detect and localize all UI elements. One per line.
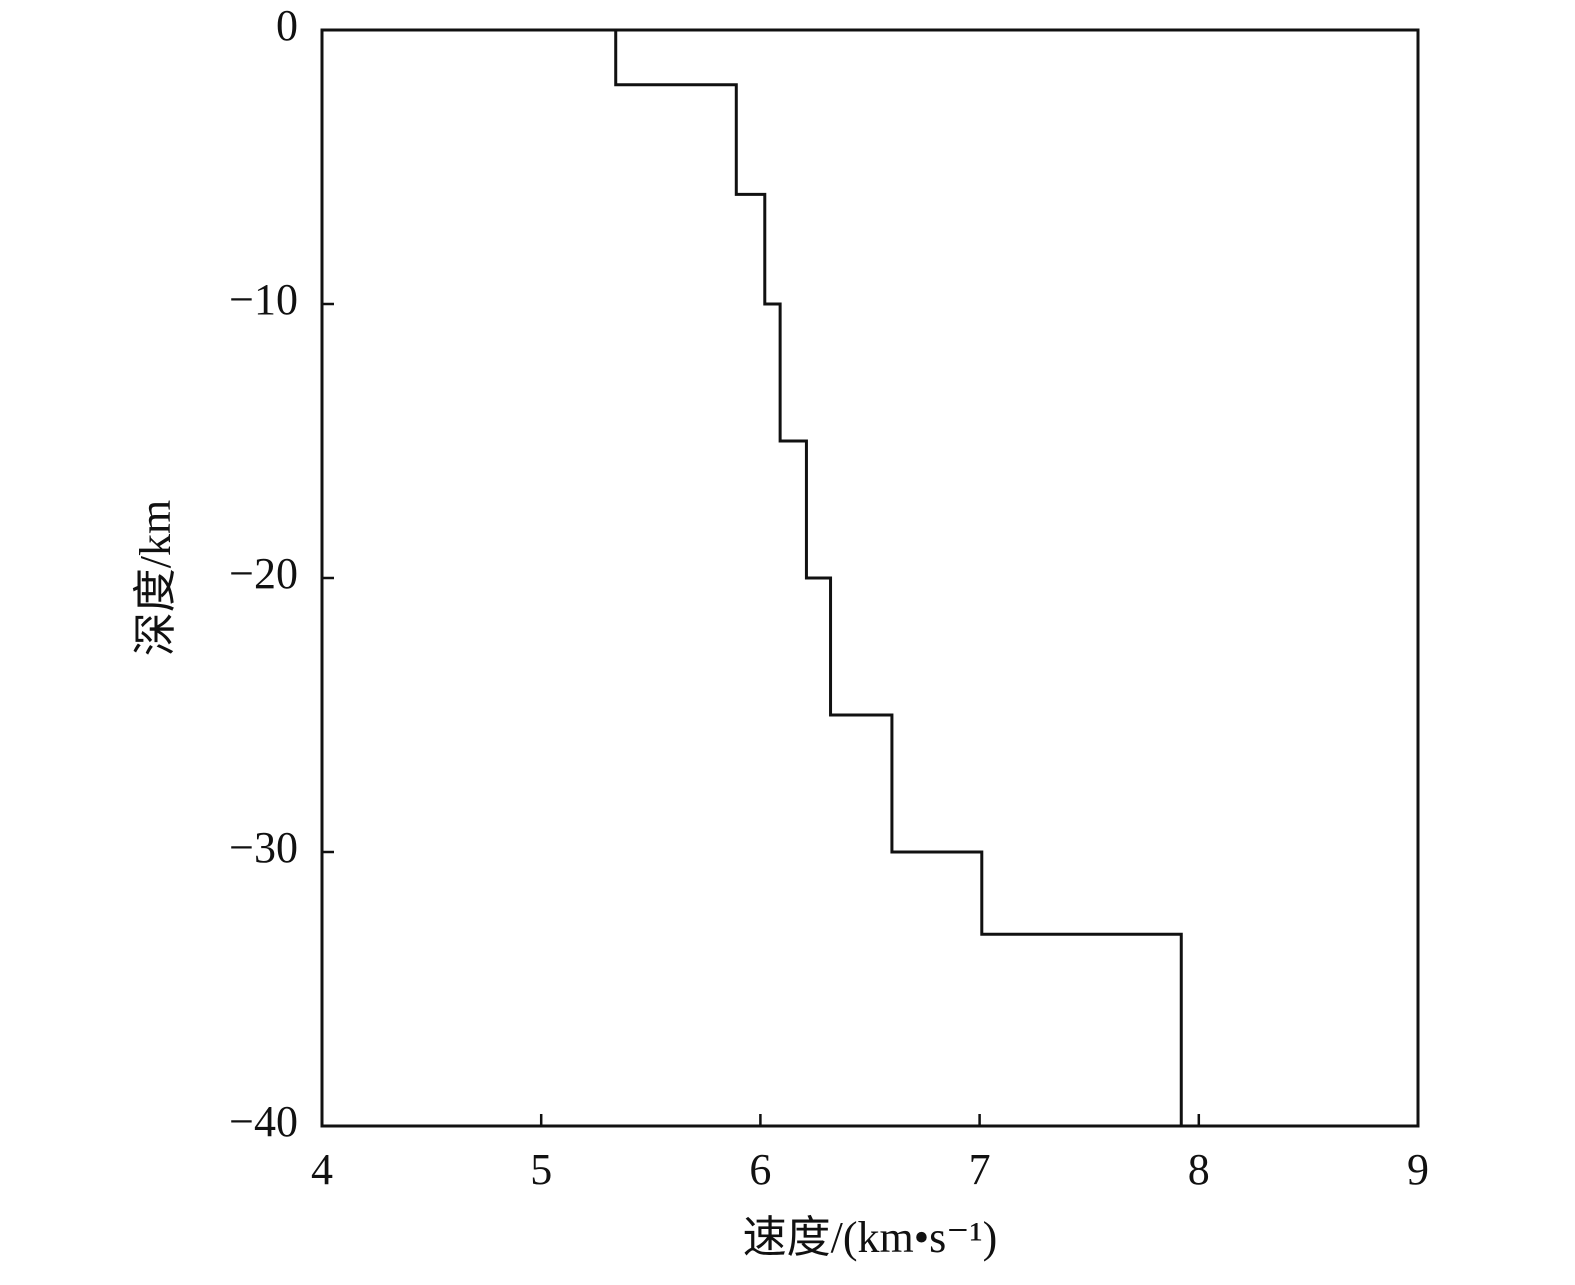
- x-tick-label: 8: [1188, 1145, 1210, 1194]
- x-tick-label: 5: [530, 1145, 552, 1194]
- y-tick-label: 0: [276, 1, 298, 50]
- y-tick-label: −10: [229, 275, 298, 324]
- velocity-profile: [614, 30, 1183, 1126]
- x-tick-label: 9: [1407, 1145, 1429, 1194]
- x-tick-label: 6: [749, 1145, 771, 1194]
- x-axis-label: 速度/(km•s⁻¹): [743, 1213, 998, 1262]
- y-tick-label: −30: [229, 823, 298, 872]
- x-tick-label: 7: [969, 1145, 991, 1194]
- y-axis-label: 深度/km: [131, 500, 180, 656]
- y-tick-label: −20: [229, 549, 298, 598]
- y-tick-label: −40: [229, 1097, 298, 1146]
- x-tick-label: 4: [311, 1145, 333, 1194]
- plot-frame: [320, 28, 1420, 1128]
